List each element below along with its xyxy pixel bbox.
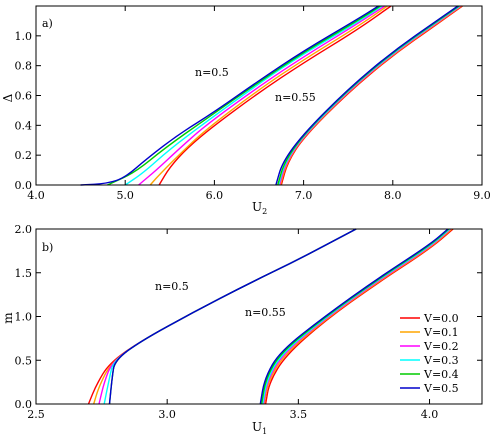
panel-b-xtick-label: 3.0: [158, 408, 176, 421]
panel-b-xlabel-sub: 1: [262, 427, 267, 436]
panel-b-series-n055-v02: [262, 228, 451, 405]
panel-b-series-n055-v01: [263, 228, 453, 405]
panel-b-xlabel: U1: [252, 420, 267, 436]
panel-a-ytick-label: 1.0: [15, 30, 33, 43]
panel-b-annotation-n05: n=0.5: [155, 280, 189, 293]
panel-b-series-n055-v03: [262, 228, 451, 405]
panel-b-label: b): [42, 241, 53, 254]
panel-a-series-n05-v01: [149, 5, 388, 186]
panel-a-series-n05-v00: [158, 5, 392, 186]
panel-a-ytick-label: 0.0: [15, 179, 33, 192]
panel-a-xtick-label: 5.0: [116, 189, 134, 202]
legend-label-v03: V=0.3: [423, 354, 459, 367]
panel-a: 4.0 5.0 6.0 7.0 8.0 9.00.00.20.40.60.81.0 a) …: [1, 5, 491, 216]
panel-b-annotation-n055: n=0.55: [245, 306, 286, 319]
panel-a-frame: [35, 5, 483, 186]
panel-b-series-n05-v02: [98, 228, 357, 405]
panel-a-xtick-label: 8.0: [384, 189, 402, 202]
legend-label-v05: V=0.5: [423, 382, 459, 395]
panel-a-ytick-label: 0.4: [15, 119, 33, 132]
panel-b-xlabel-main: U: [252, 420, 262, 434]
panel-b-ytick-label: 0.0: [15, 398, 33, 411]
panel-a-ticks: 4.0 5.0 6.0 7.0 8.0 9.0 0.0 0.2 0.4 0.6 0.8 1.0: [15, 6, 491, 202]
panel-b-series-n05-v05: [108, 228, 357, 405]
panel-a-ylabel: Δ: [1, 93, 15, 102]
panel-b-series-n05-v01: [93, 228, 357, 405]
legend-label-v04: V=0.4: [423, 368, 459, 381]
panel-a-series-n05-v05: [80, 5, 379, 186]
panel-b-ytick-label: 2.0: [15, 223, 33, 236]
panel-a-series-layer: [80, 5, 463, 186]
panel-b-ylabel: m: [1, 312, 15, 324]
panel-a-annotation-n055: n=0.55: [275, 91, 316, 104]
panel-b: 2.5 3.0 3.5 4.0 0.0 0.5 1.0 1.5 2.0 b) n=0.5 n=0…: [1, 223, 483, 436]
panel-a-xtick-label: 9.0: [473, 189, 491, 202]
panel-b-series-n055-v05: [259, 228, 449, 405]
panel-a-ytick-label: 0.6: [15, 90, 33, 103]
panel-a-xtick-label: 7.0: [295, 189, 313, 202]
panel-a-ytick-label: 0.8: [15, 60, 33, 73]
panel-a-xlabel-main: U: [252, 200, 262, 214]
panel-b-series-n05-v00: [87, 228, 357, 405]
panel-b-series-n055-v00: [264, 228, 454, 405]
legend-label-v00: V=0.0: [423, 312, 459, 325]
panel-b-series-n05-v03: [103, 228, 357, 405]
panel-b-ticks: 2.5 3.0 3.5 4.0 0.0 0.5 1.0 1.5 2.0: [15, 223, 482, 421]
panel-b-legend: V=0.0V=0.1V=0.2V=0.3V=0.4V=0.5: [400, 312, 459, 395]
panel-b-series-layer: [87, 228, 454, 405]
panel-b-series-n055-v04: [260, 228, 450, 405]
legend-label-v01: V=0.1: [423, 326, 459, 339]
panel-a-annotation-n05: n=0.5: [195, 66, 229, 79]
panel-a-series-n05-v02: [138, 5, 386, 186]
panel-a-xtick-label: 6.0: [206, 189, 224, 202]
panel-b-xtick-label: 2.5: [27, 408, 45, 421]
panel-a-xlabel: U2: [252, 200, 267, 216]
panel-b-xtick-label: 4.0: [421, 408, 439, 421]
panel-b-series-n05-v04: [108, 228, 357, 405]
panel-a-label: a): [42, 17, 53, 30]
panel-a-series-n055-v05: [275, 5, 459, 186]
panel-a-ytick-label: 0.2: [15, 149, 33, 162]
legend-label-v02: V=0.2: [423, 340, 459, 353]
panel-b-ytick-label: 0.5: [15, 354, 33, 367]
panel-a-xtick-label: 4.0: [27, 189, 45, 202]
panel-a-series-n05-v03: [124, 5, 383, 186]
panel-b-xtick-label: 3.5: [290, 408, 308, 421]
panel-b-ytick-label: 1.0: [15, 311, 33, 324]
panel-b-ytick-label: 1.5: [15, 267, 33, 280]
panel-a-xlabel-sub: 2: [262, 207, 267, 216]
